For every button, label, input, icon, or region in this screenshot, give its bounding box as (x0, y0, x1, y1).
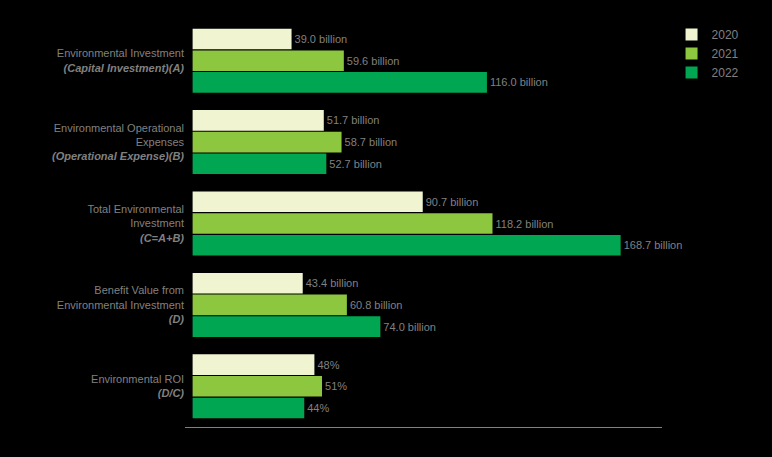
svg-text:51%: 51% (325, 380, 347, 392)
svg-text:2021: 2021 (712, 47, 739, 61)
svg-text:74.0 billion: 74.0 billion (383, 321, 436, 333)
svg-text:Environmental ROI(D/C): Environmental ROI(D/C) (91, 373, 184, 399)
svg-text:43.4 billion: 43.4 billion (306, 277, 359, 289)
svg-text:48%: 48% (317, 359, 339, 371)
svg-text:118.2 billion: 118.2 billion (496, 218, 554, 230)
svg-text:2020: 2020 (712, 28, 739, 42)
svg-text:Environmental OperationalExpen: Environmental OperationalExpenses(Operat… (52, 122, 185, 163)
svg-text:59.6 billion: 59.6 billion (347, 55, 400, 67)
svg-text:2022: 2022 (712, 66, 739, 80)
svg-text:Benefit Value fromEnvironmenta: Benefit Value fromEnvironmental Investme… (57, 284, 184, 325)
svg-text:Total EnvironmentalInvestment(: Total EnvironmentalInvestment(C=A+B) (87, 203, 184, 244)
svg-text:168.7 billion: 168.7 billion (624, 239, 683, 251)
svg-text:60.8 billion: 60.8 billion (350, 299, 403, 311)
svg-text:51.7 billion: 51.7 billion (327, 114, 380, 126)
svg-text:52.7 billion: 52.7 billion (329, 158, 382, 170)
svg-text:90.7 billion: 90.7 billion (426, 196, 479, 208)
svg-text:39.0 billion: 39.0 billion (295, 33, 348, 45)
svg-text:44%: 44% (307, 402, 329, 414)
svg-text:58.7 billion: 58.7 billion (345, 136, 398, 148)
svg-text:Environmental Investment(Capit: Environmental Investment(Capital Investm… (57, 47, 185, 73)
svg-text:116.0 billion: 116.0 billion (490, 76, 548, 88)
